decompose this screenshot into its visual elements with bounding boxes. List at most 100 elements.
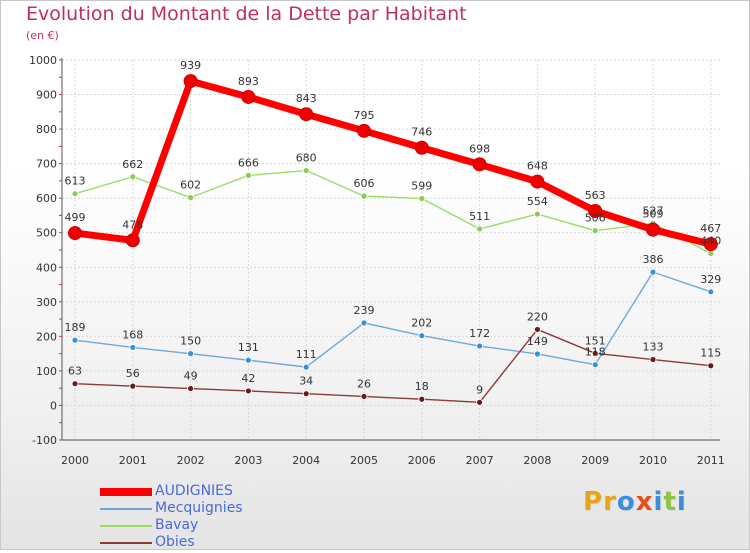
data-label: 499: [65, 211, 86, 224]
y-tick-label: 600: [36, 192, 57, 205]
chart-subtitle: (en €): [26, 29, 59, 42]
data-point: [244, 387, 252, 395]
data-point: [646, 222, 660, 237]
data-label: 602: [180, 178, 201, 191]
data-point: [187, 350, 195, 358]
legend-label: Bavay: [155, 517, 199, 533]
data-label: 893: [238, 75, 259, 88]
data-point: [703, 237, 718, 252]
data-label: 18: [415, 380, 429, 393]
data-label: 843: [296, 92, 317, 105]
data-point: [476, 342, 484, 350]
data-label: 509: [643, 208, 664, 221]
data-point: [534, 350, 541, 358]
data-label: 131: [238, 341, 259, 354]
data-point: [241, 89, 256, 104]
x-tick-label: 2007: [466, 454, 494, 467]
data-point: [649, 268, 657, 276]
y-tick-label: 900: [36, 89, 57, 102]
data-label: 746: [411, 126, 432, 139]
chart-title: Evolution du Montant de la Dette par Hab…: [26, 3, 467, 25]
data-label: 239: [354, 304, 375, 317]
data-label: 49: [184, 370, 198, 383]
data-point: [476, 225, 484, 233]
data-label: 111: [296, 348, 317, 361]
data-label: 133: [643, 341, 664, 354]
data-label: 613: [65, 175, 86, 188]
data-label: 386: [643, 253, 664, 266]
data-point: [472, 157, 487, 172]
data-label: 150: [180, 335, 201, 348]
data-point: [183, 74, 198, 89]
data-point: [360, 393, 368, 400]
data-point: [591, 227, 599, 235]
data-point: [302, 390, 310, 398]
x-tick-label: 2004: [292, 454, 320, 467]
data-point: [418, 395, 426, 403]
x-tick-label: 2001: [119, 454, 147, 467]
data-point: [187, 194, 195, 201]
data-point: [71, 190, 79, 198]
data-label: 939: [180, 59, 201, 72]
series-line-audignies: [71, 77, 715, 248]
legend-label: Mecquignies: [155, 500, 243, 516]
data-label: 42: [241, 372, 255, 385]
data-point: [125, 233, 140, 248]
data-point: [129, 173, 137, 181]
legend-label: Obies: [155, 534, 195, 550]
data-point: [71, 336, 79, 344]
data-point: [68, 226, 82, 241]
data-label: 698: [469, 142, 490, 155]
data-label: 220: [527, 310, 548, 323]
data-point: [71, 380, 79, 388]
data-label: 149: [527, 335, 548, 348]
data-point: [476, 398, 484, 406]
data-label: 168: [122, 328, 143, 341]
data-point: [707, 362, 715, 370]
data-label: 118: [585, 346, 606, 359]
y-tick-label: -100: [32, 434, 57, 447]
x-tick-label: 2006: [408, 454, 436, 467]
y-tick-label: 200: [36, 330, 57, 343]
data-label: 34: [299, 375, 313, 388]
y-tick-label: 400: [36, 261, 57, 274]
data-point: [707, 250, 715, 257]
x-tick-label: 2003: [234, 454, 262, 467]
data-label: 563: [585, 189, 606, 202]
data-point: [414, 140, 429, 155]
series-line-bavay: [74, 169, 712, 255]
data-label: 9: [476, 383, 483, 396]
data-label: 26: [357, 377, 371, 390]
data-label: 189: [65, 321, 86, 334]
data-label: 666: [238, 156, 259, 169]
data-label: 202: [411, 317, 432, 330]
series-line-mecquignies: [74, 271, 712, 368]
y-tick-label: 100: [36, 365, 57, 378]
data-label: 599: [411, 180, 432, 193]
data-label: 511: [469, 210, 490, 223]
data-point: [244, 356, 252, 364]
data-point: [534, 326, 541, 333]
data-label: 151: [585, 334, 606, 347]
data-point: [357, 123, 371, 138]
data-label: 648: [527, 160, 548, 173]
data-point: [302, 363, 310, 371]
data-point: [360, 319, 368, 327]
data-point: [418, 195, 426, 202]
data-point: [299, 107, 314, 122]
x-tick-label: 2009: [581, 454, 609, 467]
legend-swatch: [100, 525, 152, 527]
x-tick-label: 2000: [61, 454, 89, 467]
data-point: [129, 382, 137, 390]
data-point: [534, 210, 541, 218]
proxiti-logo: Proxiti: [583, 487, 687, 517]
data-label: 478: [122, 218, 143, 231]
x-tick-label: 2005: [350, 454, 378, 467]
y-tick-label: 500: [36, 227, 57, 240]
data-point: [649, 356, 657, 363]
data-point: [530, 174, 545, 189]
y-tick-label: 0: [50, 399, 57, 412]
data-label: 56: [126, 367, 140, 380]
